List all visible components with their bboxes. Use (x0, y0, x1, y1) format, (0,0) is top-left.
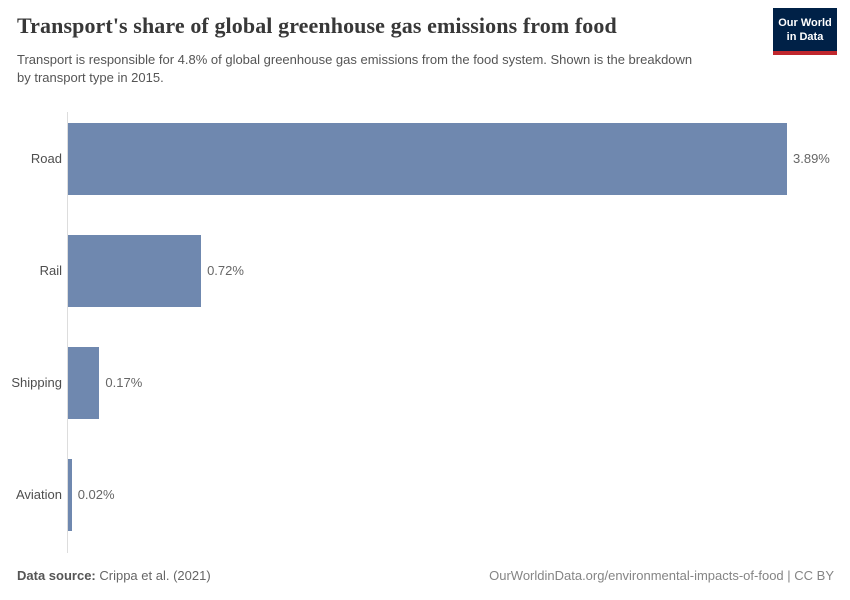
data-source-label: Data source: (17, 568, 96, 583)
category-label: Shipping (11, 375, 62, 390)
plot-area: Road 3.89% Rail 0.72% Shipping 0.17% Aviation 0… (0, 123, 850, 571)
bar-shipping[interactable] (68, 347, 100, 419)
category-label: Aviation (15, 487, 62, 502)
chart-subtitle: Transport is responsible for 4.8% of glo… (17, 52, 693, 86)
bar-aviation[interactable] (68, 459, 72, 531)
value-label: 0.02% (77, 487, 115, 502)
bar-row: Shipping 0.17% (0, 347, 850, 419)
bar-row: Aviation 0.02% (0, 459, 850, 531)
page-title: Transport's share of global greenhouse g… (17, 13, 617, 38)
owid-logo-line1: Our World (778, 17, 832, 29)
bar-road[interactable] (68, 123, 787, 195)
y-axis-line (67, 112, 68, 553)
bar-row: Road 3.89% (0, 123, 850, 195)
category-label: Rail (39, 263, 62, 278)
owid-logo[interactable]: Our World in Data (773, 8, 837, 55)
bar-rail[interactable] (68, 235, 202, 307)
data-source-text: Crippa et al. (2021) (95, 568, 211, 583)
value-label: 0.72% (207, 263, 244, 278)
value-label: 0.17% (105, 375, 143, 390)
owid-url-license[interactable]: OurWorldinData.org/environmental-impacts… (489, 568, 834, 583)
data-source-note: Data source: Crippa et al. (2021) (17, 568, 211, 583)
bar-row: Rail 0.72% (0, 235, 850, 307)
owid-logo-line2: in Data (786, 31, 824, 44)
category-label: Road (30, 151, 62, 166)
value-label: 3.89% (793, 151, 830, 166)
